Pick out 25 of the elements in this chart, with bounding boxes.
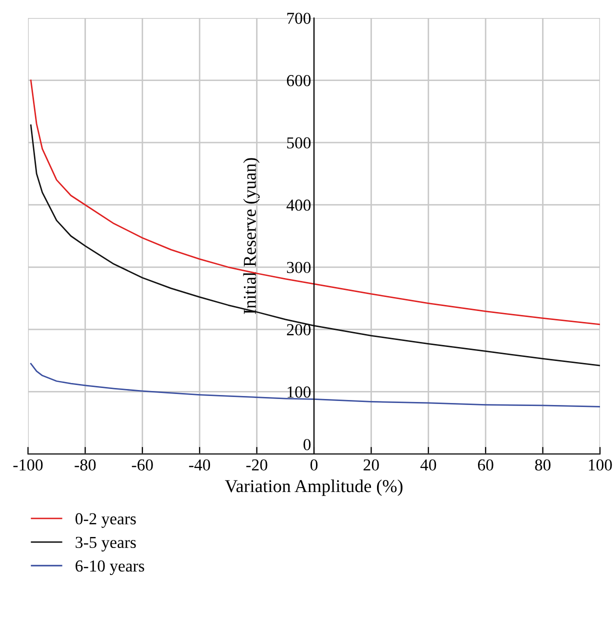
- y-tick-label: 400: [286, 200, 311, 211]
- x-axis-title: Variation Amplitude (%): [224, 480, 402, 496]
- line-series: [30, 362, 600, 408]
- legend-label: 3-5 years: [76, 536, 136, 552]
- x-tick-label: 100: [588, 459, 612, 471]
- legend-label: 6-10 years: [76, 560, 144, 576]
- x-tick-label: 40: [420, 459, 436, 471]
- x-tick-label: 60: [478, 459, 494, 471]
- x-tick-label: 80: [535, 459, 550, 471]
- x-tick-label: -40: [189, 459, 210, 471]
- x-tick-label: 20: [364, 459, 379, 471]
- y-axis-title: Initial Reserve (yuan): [243, 158, 260, 314]
- y-tick-label: 100: [288, 386, 311, 398]
- y-tick-label: 500: [287, 137, 311, 149]
- x-tick-label: -100: [13, 459, 43, 471]
- line-series: [30, 124, 600, 366]
- y-tick-label: 600: [286, 74, 311, 86]
- y-tick-label: 0: [304, 438, 311, 450]
- y-tick-label: 700: [287, 12, 311, 24]
- x-tick-label: -80: [74, 459, 96, 471]
- legend-label: 0-2 years: [76, 513, 136, 528]
- y-tick-label: 200: [286, 324, 311, 336]
- x-tick-label: -20: [246, 459, 268, 471]
- x-tick-label: -60: [132, 459, 153, 471]
- y-tick-label: 300: [287, 262, 311, 274]
